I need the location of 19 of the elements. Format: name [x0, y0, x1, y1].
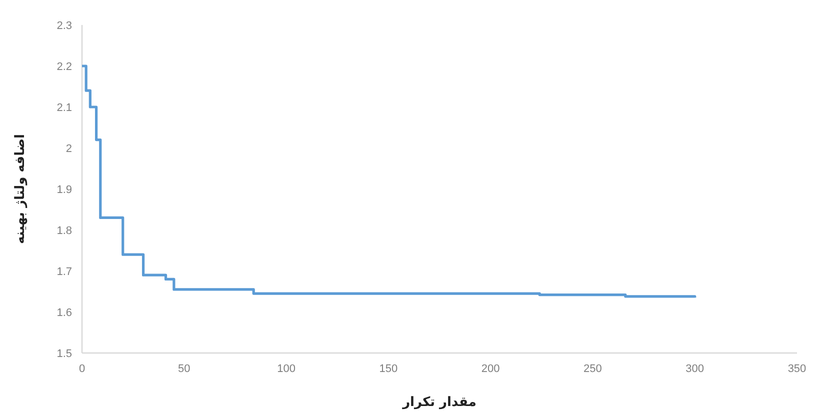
y-tick-label: 1.9 — [56, 184, 72, 196]
x-tick-label: 50 — [178, 363, 190, 375]
x-tick-label: 200 — [481, 363, 500, 375]
x-tick-label: 0 — [78, 363, 86, 375]
y-tick-label: 1.8 — [56, 225, 72, 237]
y-axis-title: اضافه ولتاژ بهینه — [13, 134, 28, 244]
x-tick-label: 300 — [686, 363, 704, 375]
y-tick-label: 1.7 — [56, 266, 72, 278]
x-tick-label: 350 — [788, 363, 806, 375]
y-tick-label: 2 — [66, 143, 72, 155]
y-tick-label: 2.1 — [56, 102, 72, 114]
x-axis-title: مقدار تکرار — [402, 395, 476, 410]
y-tick-label: 2.2 — [56, 61, 72, 73]
y-tick-label: 1.5 — [56, 348, 72, 360]
x-tick-label: 100 — [277, 363, 296, 375]
y-tick-label: 1.6 — [56, 307, 72, 319]
y-tick-label: 2.3 — [56, 20, 72, 32]
x-tick-label: 150 — [379, 363, 398, 375]
x-tick-label: 250 — [584, 363, 602, 375]
